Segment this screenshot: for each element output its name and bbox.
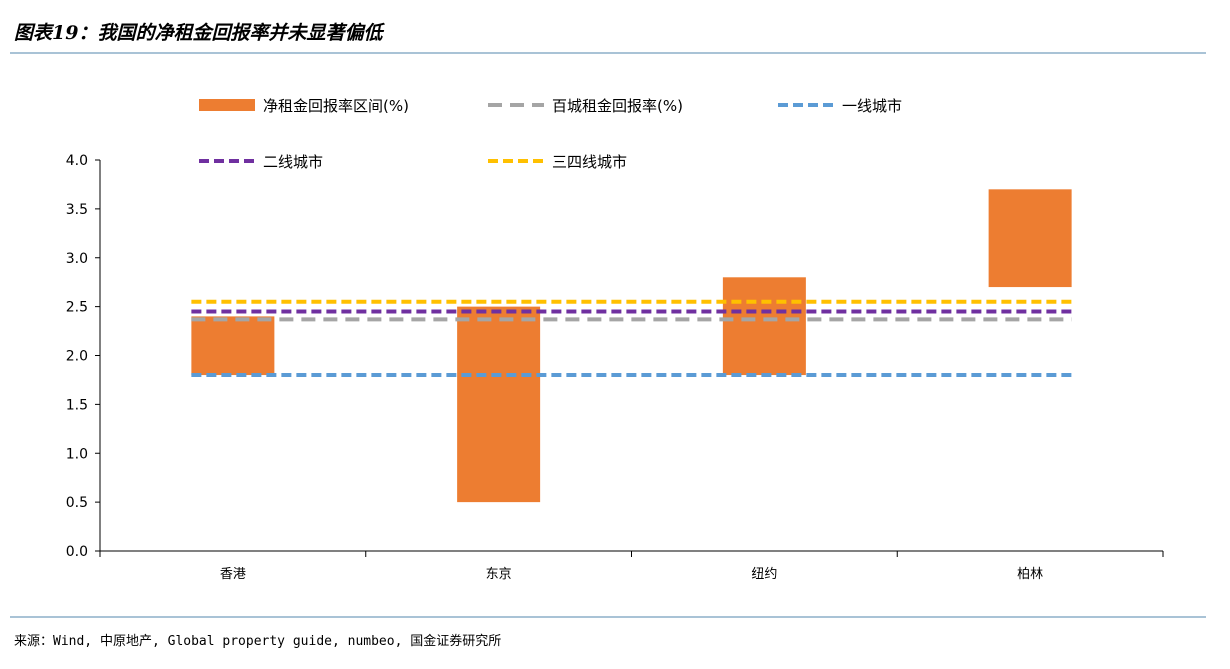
x-tick-label: 柏林	[1017, 567, 1043, 582]
range-bars	[191, 189, 1072, 503]
figure-title: 图表19：我国的净租金回报率并未显著偏低	[14, 22, 383, 44]
legend-label: 一线城市	[842, 97, 902, 115]
legend-label: 二线城市	[263, 153, 323, 171]
top-rule	[10, 52, 1206, 54]
range-bar	[722, 277, 806, 376]
y-tick-label: 2.5	[66, 300, 88, 316]
bottom-rule	[10, 616, 1206, 618]
range-bar	[191, 316, 275, 376]
reference-lines	[191, 299, 1072, 378]
y-tick-label: 3.0	[66, 251, 88, 267]
x-tick-label: 香港	[220, 567, 246, 582]
y-tick-label: 1.0	[66, 446, 88, 462]
x-tick-label: 东京	[486, 567, 512, 582]
y-tick-label: 4.0	[66, 153, 88, 169]
x-tick-label: 纽约	[751, 567, 777, 582]
y-tick-label: 0.0	[66, 544, 88, 560]
range-bar	[988, 189, 1072, 288]
y-tick-label: 0.5	[66, 495, 88, 511]
y-tick-label: 1.5	[66, 397, 88, 413]
legend-label: 三四线城市	[552, 153, 627, 171]
source-note: 来源：Wind, 中原地产, Global property guide, nu…	[14, 634, 502, 649]
axes: 0.0 0.5 1.0 1.5 2.0 2.5 3.0 3.5 4.0 香港 东京 纽约 柏林	[66, 153, 1164, 582]
legend-label: 百城租金回报率(%)	[552, 97, 683, 115]
range-bar	[457, 306, 541, 503]
legend-swatch	[199, 99, 255, 111]
y-tick-label: 3.5	[66, 202, 88, 218]
y-tick-label: 2.0	[66, 349, 88, 365]
legend-label: 净租金回报率区间(%)	[263, 97, 409, 115]
